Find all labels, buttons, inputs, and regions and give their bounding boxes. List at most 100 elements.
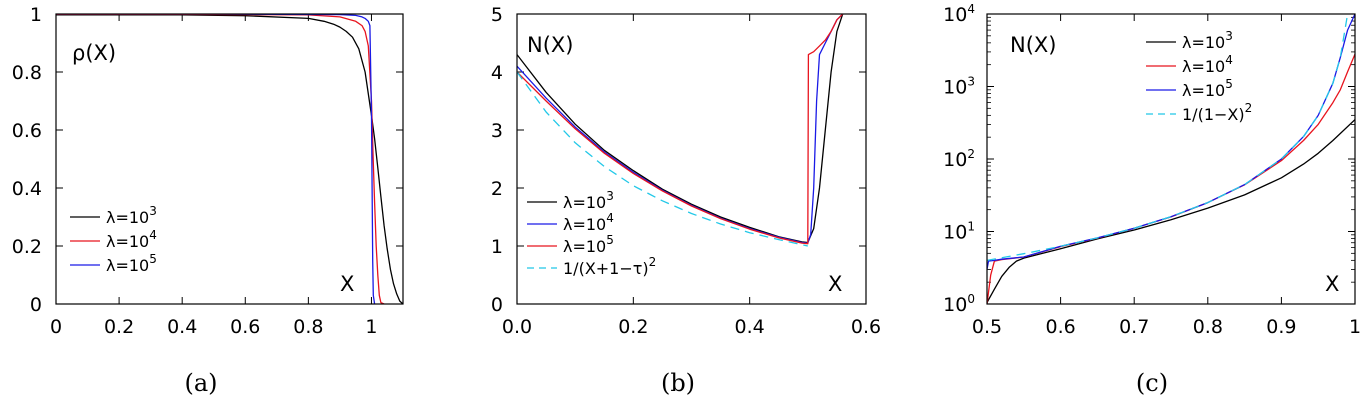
x-axis-label: X (828, 272, 842, 296)
legend-entry: λ=105 (1182, 77, 1233, 100)
legend-entry-exp: 5 (1225, 77, 1233, 91)
legend-entry-exp: 2 (649, 255, 657, 269)
y-tick-label-base: 10 (943, 77, 967, 99)
x-tick-label: 0.6 (230, 316, 260, 338)
y-tick-label: 100 (943, 292, 975, 316)
legend-entry-exp: 4 (606, 211, 614, 225)
x-tick-label: 0 (50, 316, 62, 338)
plot-frame-b (516, 13, 867, 305)
y-tick-label: 0.6 (12, 120, 42, 142)
legend-entry: λ=103 (563, 189, 614, 212)
y-axis-label: ρ(X) (72, 41, 116, 65)
legend-entry: 1/(1−X)2 (1182, 101, 1252, 124)
x-tick-label: 0.0 (502, 316, 532, 338)
series-line-c-0 (987, 119, 1355, 303)
y-tick-label: 2 (491, 178, 503, 200)
y-tick-label-base: 10 (943, 149, 967, 171)
y-tick-label: 4 (491, 62, 503, 84)
y-tick-label-exp: 2 (967, 147, 975, 161)
legend-entry-base: λ=10 (563, 237, 606, 256)
x-tick-label: 1 (1349, 316, 1361, 338)
series-line-a-0 (56, 14, 403, 304)
legend-entry-exp: 2 (1245, 101, 1253, 115)
legend-entry-base: 1/(1−X) (1182, 105, 1245, 124)
legend-entry-exp: 4 (149, 228, 157, 242)
legend-entry-base: λ=10 (1182, 33, 1225, 52)
panel-caption: (c) (1136, 369, 1168, 397)
x-tick-label: 0.7 (1119, 316, 1149, 338)
legend-entry-exp: 3 (606, 189, 614, 203)
legend-entry: λ=104 (106, 228, 157, 251)
legend-entry-base: λ=10 (106, 256, 149, 275)
y-tick-label: 0 (491, 294, 503, 316)
legend-entry-base: λ=10 (563, 193, 606, 212)
legend-entry: 1/(X+1−τ)2 (563, 255, 656, 278)
y-tick-label: 101 (943, 220, 975, 244)
series-line-c-1 (987, 53, 1355, 304)
series-line-c-3 (987, 14, 1349, 262)
x-tick-label: 0.2 (104, 316, 134, 338)
series-line-b-3 (517, 71, 808, 247)
legend-entry-base: λ=10 (1182, 57, 1225, 76)
series-group-b (517, 14, 844, 247)
series-group-c (987, 14, 1355, 304)
y-axis-label: N(X) (527, 33, 573, 57)
ticks-b: 0.0 0.2 0.4 0.6 0 1 2 3 4 5 (491, 4, 881, 338)
x-axis-label: X (1325, 272, 1339, 296)
legend-entry: λ=105 (563, 233, 614, 256)
panel-a: 0 0.2 0.4 0.6 0.8 100.20.40.60.81ρ(X)Xλ=103λ=… (12, 4, 404, 397)
y-tick-label-base: 10 (943, 294, 967, 316)
panel-b: 0.0 0.2 0.4 0.6012345N(X)Xλ=103λ=104λ=1051/… (491, 4, 881, 397)
legend-entry-base: λ=10 (1182, 81, 1225, 100)
y-tick-label: 103 (943, 75, 975, 99)
y-tick-label: 1 (491, 236, 503, 258)
x-tick-label: 0.4 (167, 316, 197, 338)
x-tick-label: 0.6 (851, 316, 881, 338)
y-tick-label: 104 (943, 2, 975, 26)
legend-entry: λ=104 (1182, 53, 1233, 76)
legend-entry: λ=105 (106, 252, 157, 275)
y-tick-label: 5 (491, 4, 503, 26)
legend-entry: λ=103 (106, 204, 157, 227)
y-axis-label: N(X) (1010, 33, 1056, 57)
plot-frame-a (55, 13, 404, 305)
y-tick-label-exp: 3 (967, 75, 975, 89)
series-line-b-2 (517, 14, 844, 245)
y-tick-label: 102 (943, 147, 975, 171)
y-tick-label-base: 10 (943, 4, 967, 26)
x-tick-label: 0.2 (618, 316, 648, 338)
series-line-b-0 (517, 14, 844, 244)
panel-c: 0.5 0.6 0.7 0.8 0.9 1100101102103104N(X)Xλ=10… (943, 2, 1361, 397)
y-tick-label: 1 (30, 4, 42, 26)
y-tick-label: 0.8 (12, 62, 42, 84)
x-tick-label: 0.5 (972, 316, 1002, 338)
y-tick-label-exp: 0 (967, 292, 975, 306)
x-tick-label: 0.6 (1045, 316, 1075, 338)
x-tick-label: 0.8 (293, 316, 323, 338)
x-tick-label: 0.9 (1266, 316, 1296, 338)
y-tick-label-exp: 1 (967, 220, 975, 234)
legend-entry-exp: 3 (149, 204, 157, 218)
legend-entry: λ=103 (1182, 29, 1233, 52)
x-axis-label: X (340, 272, 354, 296)
x-tick-label: 1 (365, 316, 377, 338)
x-tick-label: 0.8 (1193, 316, 1223, 338)
legend-entry: λ=104 (563, 211, 614, 234)
legend-entry-exp: 5 (149, 252, 157, 266)
y-tick-label: 3 (491, 120, 503, 142)
legend-entry-base: λ=10 (563, 215, 606, 234)
legend-entry-exp: 3 (1225, 29, 1233, 43)
y-tick-label: 0 (30, 294, 42, 316)
x-tick-label: 0.4 (735, 316, 765, 338)
legend-entry-exp: 5 (606, 233, 614, 247)
panel-caption: (b) (661, 369, 695, 397)
y-tick-label: 0.2 (12, 236, 42, 258)
legend-entry-exp: 4 (1225, 53, 1233, 67)
y-tick-label-exp: 4 (967, 2, 975, 16)
panel-caption: (a) (184, 369, 217, 397)
